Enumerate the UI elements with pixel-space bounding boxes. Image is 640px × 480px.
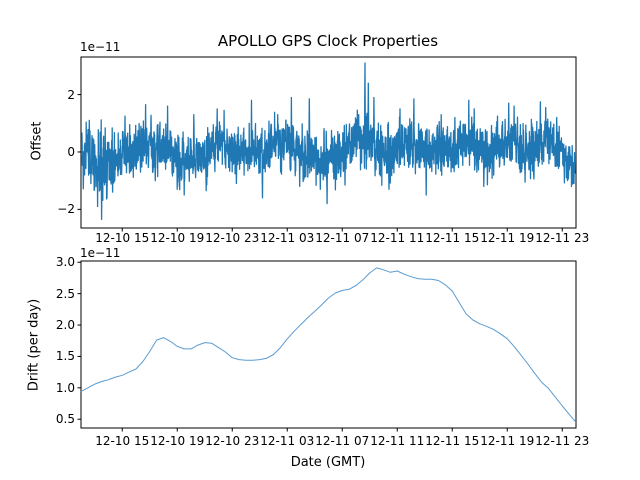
offset-x-tick-label: 12-10 23 <box>205 231 260 245</box>
offset-axis-scale-label: 1e−11 <box>80 40 121 54</box>
drift-x-tick-label: 12-10 19 <box>150 434 205 448</box>
drift-x-tick-label: 12-11 19 <box>480 434 535 448</box>
drift-series-line <box>80 267 577 423</box>
drift-axis-scale-label: 1e−11 <box>80 246 121 260</box>
drift-x-tick-label: 12-10 23 <box>205 434 260 448</box>
offset-x-tick-label: 12-10 19 <box>150 231 205 245</box>
offset-x-tick-label: 12-11 19 <box>480 231 535 245</box>
drift-y-tick-label: 1.0 <box>55 380 75 395</box>
offset-y-tick-label: 2 <box>67 87 75 102</box>
offset-y-tick-label: −2 <box>57 202 75 217</box>
offset-x-tick-label: 12-11 23 <box>535 231 590 245</box>
drift-x-tick-label: 12-11 23 <box>535 434 590 448</box>
date-xlabel: Date (GMT) <box>290 455 366 470</box>
drift-y-tick-label: 1.5 <box>55 349 75 364</box>
offset-y-tick-label: 0 <box>67 144 75 159</box>
chart-title: APOLLO GPS Clock Properties <box>217 32 439 50</box>
offset-series-line <box>81 62 576 221</box>
drift-y-tick-label: 3.0 <box>55 255 75 270</box>
drift-x-tick-label: 12-10 15 <box>95 434 150 448</box>
drift-y-tick-label: 2.0 <box>55 318 75 333</box>
offset-x-tick-label: 12-11 15 <box>425 231 480 245</box>
drift-y-tick-label: 0.5 <box>55 412 75 427</box>
drift-y-tick-label: 2.5 <box>55 286 75 301</box>
offset-x-tick-label: 12-11 07 <box>315 231 370 245</box>
offset-x-tick-label: 12-11 03 <box>260 231 315 245</box>
drift-x-tick-label: 12-11 11 <box>370 434 425 448</box>
offset-x-tick-label: 12-10 15 <box>95 231 150 245</box>
drift-x-tick-label: 12-11 15 <box>425 434 480 448</box>
drift-axes-frame <box>80 260 577 429</box>
offset-x-tick-label: 12-11 11 <box>370 231 425 245</box>
drift-x-tick-label: 12-11 03 <box>260 434 315 448</box>
drift-x-tick-label: 12-11 07 <box>315 434 370 448</box>
offset-axes-frame <box>80 56 577 229</box>
drift-ylabel: Drift (per day) <box>26 298 42 392</box>
